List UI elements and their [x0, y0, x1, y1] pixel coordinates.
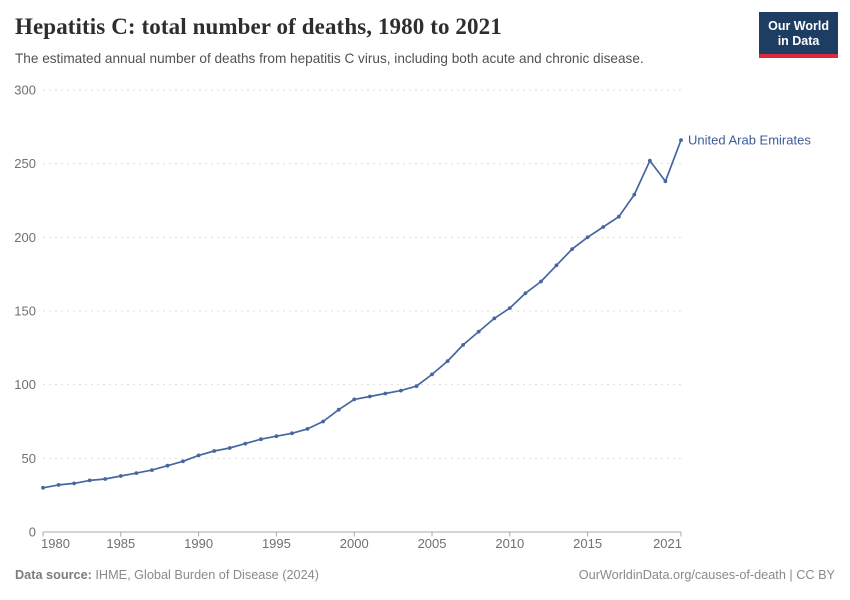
data-point[interactable]	[461, 343, 465, 347]
chart-title: Hepatitis C: total number of deaths, 198…	[15, 14, 502, 39]
data-point[interactable]	[414, 384, 419, 388]
x-axis-tick-label: 2021	[653, 536, 682, 551]
data-point[interactable]	[554, 263, 559, 268]
data-point[interactable]	[41, 485, 45, 490]
data-point[interactable]	[585, 235, 590, 240]
y-axis-tick-label: 200	[14, 230, 36, 245]
owid-logo-line1: Our World	[768, 19, 829, 33]
x-axis-tick-label: 2005	[418, 536, 447, 551]
data-point[interactable]	[570, 247, 574, 252]
license-note[interactable]: OurWorldinData.org/causes-of-death | CC …	[578, 568, 835, 582]
data-point[interactable]	[243, 441, 248, 446]
data-point[interactable]	[648, 158, 652, 163]
y-axis-tick-label: 300	[14, 83, 36, 98]
data-point[interactable]	[632, 192, 637, 197]
y-axis-tick-label: 250	[14, 156, 36, 171]
data-point[interactable]	[523, 291, 528, 296]
data-point[interactable]	[663, 179, 668, 184]
data-point[interactable]	[305, 427, 310, 431]
data-point[interactable]	[321, 419, 325, 424]
owid-logo[interactable]: Our World in Data	[759, 12, 838, 58]
data-point[interactable]	[476, 329, 481, 334]
data-point[interactable]	[352, 397, 357, 402]
data-point[interactable]	[196, 453, 201, 458]
data-point[interactable]	[134, 471, 139, 475]
series-label[interactable]: United Arab Emirates	[688, 133, 811, 148]
x-axis-tick-label: 1990	[184, 536, 213, 551]
y-axis-tick-label: 0	[29, 525, 36, 540]
x-axis-tick-label: 2010	[495, 536, 524, 551]
data-point[interactable]	[383, 391, 388, 396]
data-point[interactable]	[259, 437, 263, 442]
data-point[interactable]	[227, 446, 232, 450]
data-point[interactable]	[72, 481, 76, 486]
data-source-note: Data source: IHME, Global Burden of Dise…	[15, 568, 319, 582]
data-point[interactable]	[118, 474, 123, 478]
data-point[interactable]	[103, 477, 108, 481]
data-source-label: Data source:	[15, 568, 92, 582]
x-axis-tick-label: 2000	[340, 536, 369, 551]
x-axis-tick-label: 2015	[573, 536, 602, 551]
data-point[interactable]	[165, 463, 170, 468]
series-line[interactable]	[42, 139, 682, 489]
data-source-text: IHME, Global Burden of Disease (2024)	[91, 568, 319, 582]
data-point[interactable]	[367, 394, 372, 399]
data-point[interactable]	[150, 468, 154, 472]
data-point[interactable]	[87, 478, 92, 483]
data-point[interactable]	[290, 431, 294, 436]
data-point[interactable]	[679, 138, 683, 143]
data-point[interactable]	[539, 279, 543, 284]
data-point[interactable]	[601, 225, 606, 229]
x-axis-tick-label: 1980	[41, 536, 70, 551]
chart-footer: Data source: IHME, Global Burden of Dise…	[15, 568, 835, 582]
data-point[interactable]	[507, 306, 512, 310]
x-axis-tick-label: 1985	[106, 536, 135, 551]
y-axis-tick-label: 100	[14, 377, 36, 392]
data-point[interactable]	[492, 316, 497, 321]
data-point[interactable]	[274, 434, 279, 439]
y-axis-tick-label: 50	[22, 451, 36, 466]
data-point[interactable]	[399, 388, 403, 393]
data-point[interactable]	[430, 372, 434, 377]
data-point[interactable]	[445, 359, 450, 363]
chart-subtitle: The estimated annual number of deaths fr…	[15, 51, 644, 66]
data-point[interactable]	[212, 449, 217, 453]
owid-logo-line2: in Data	[777, 34, 820, 48]
x-axis-tick-label: 1995	[262, 536, 291, 551]
data-point[interactable]	[56, 483, 61, 487]
data-point[interactable]	[616, 214, 621, 219]
y-axis-tick-label: 150	[14, 304, 36, 319]
data-point[interactable]	[336, 407, 341, 412]
data-point[interactable]	[181, 459, 185, 464]
